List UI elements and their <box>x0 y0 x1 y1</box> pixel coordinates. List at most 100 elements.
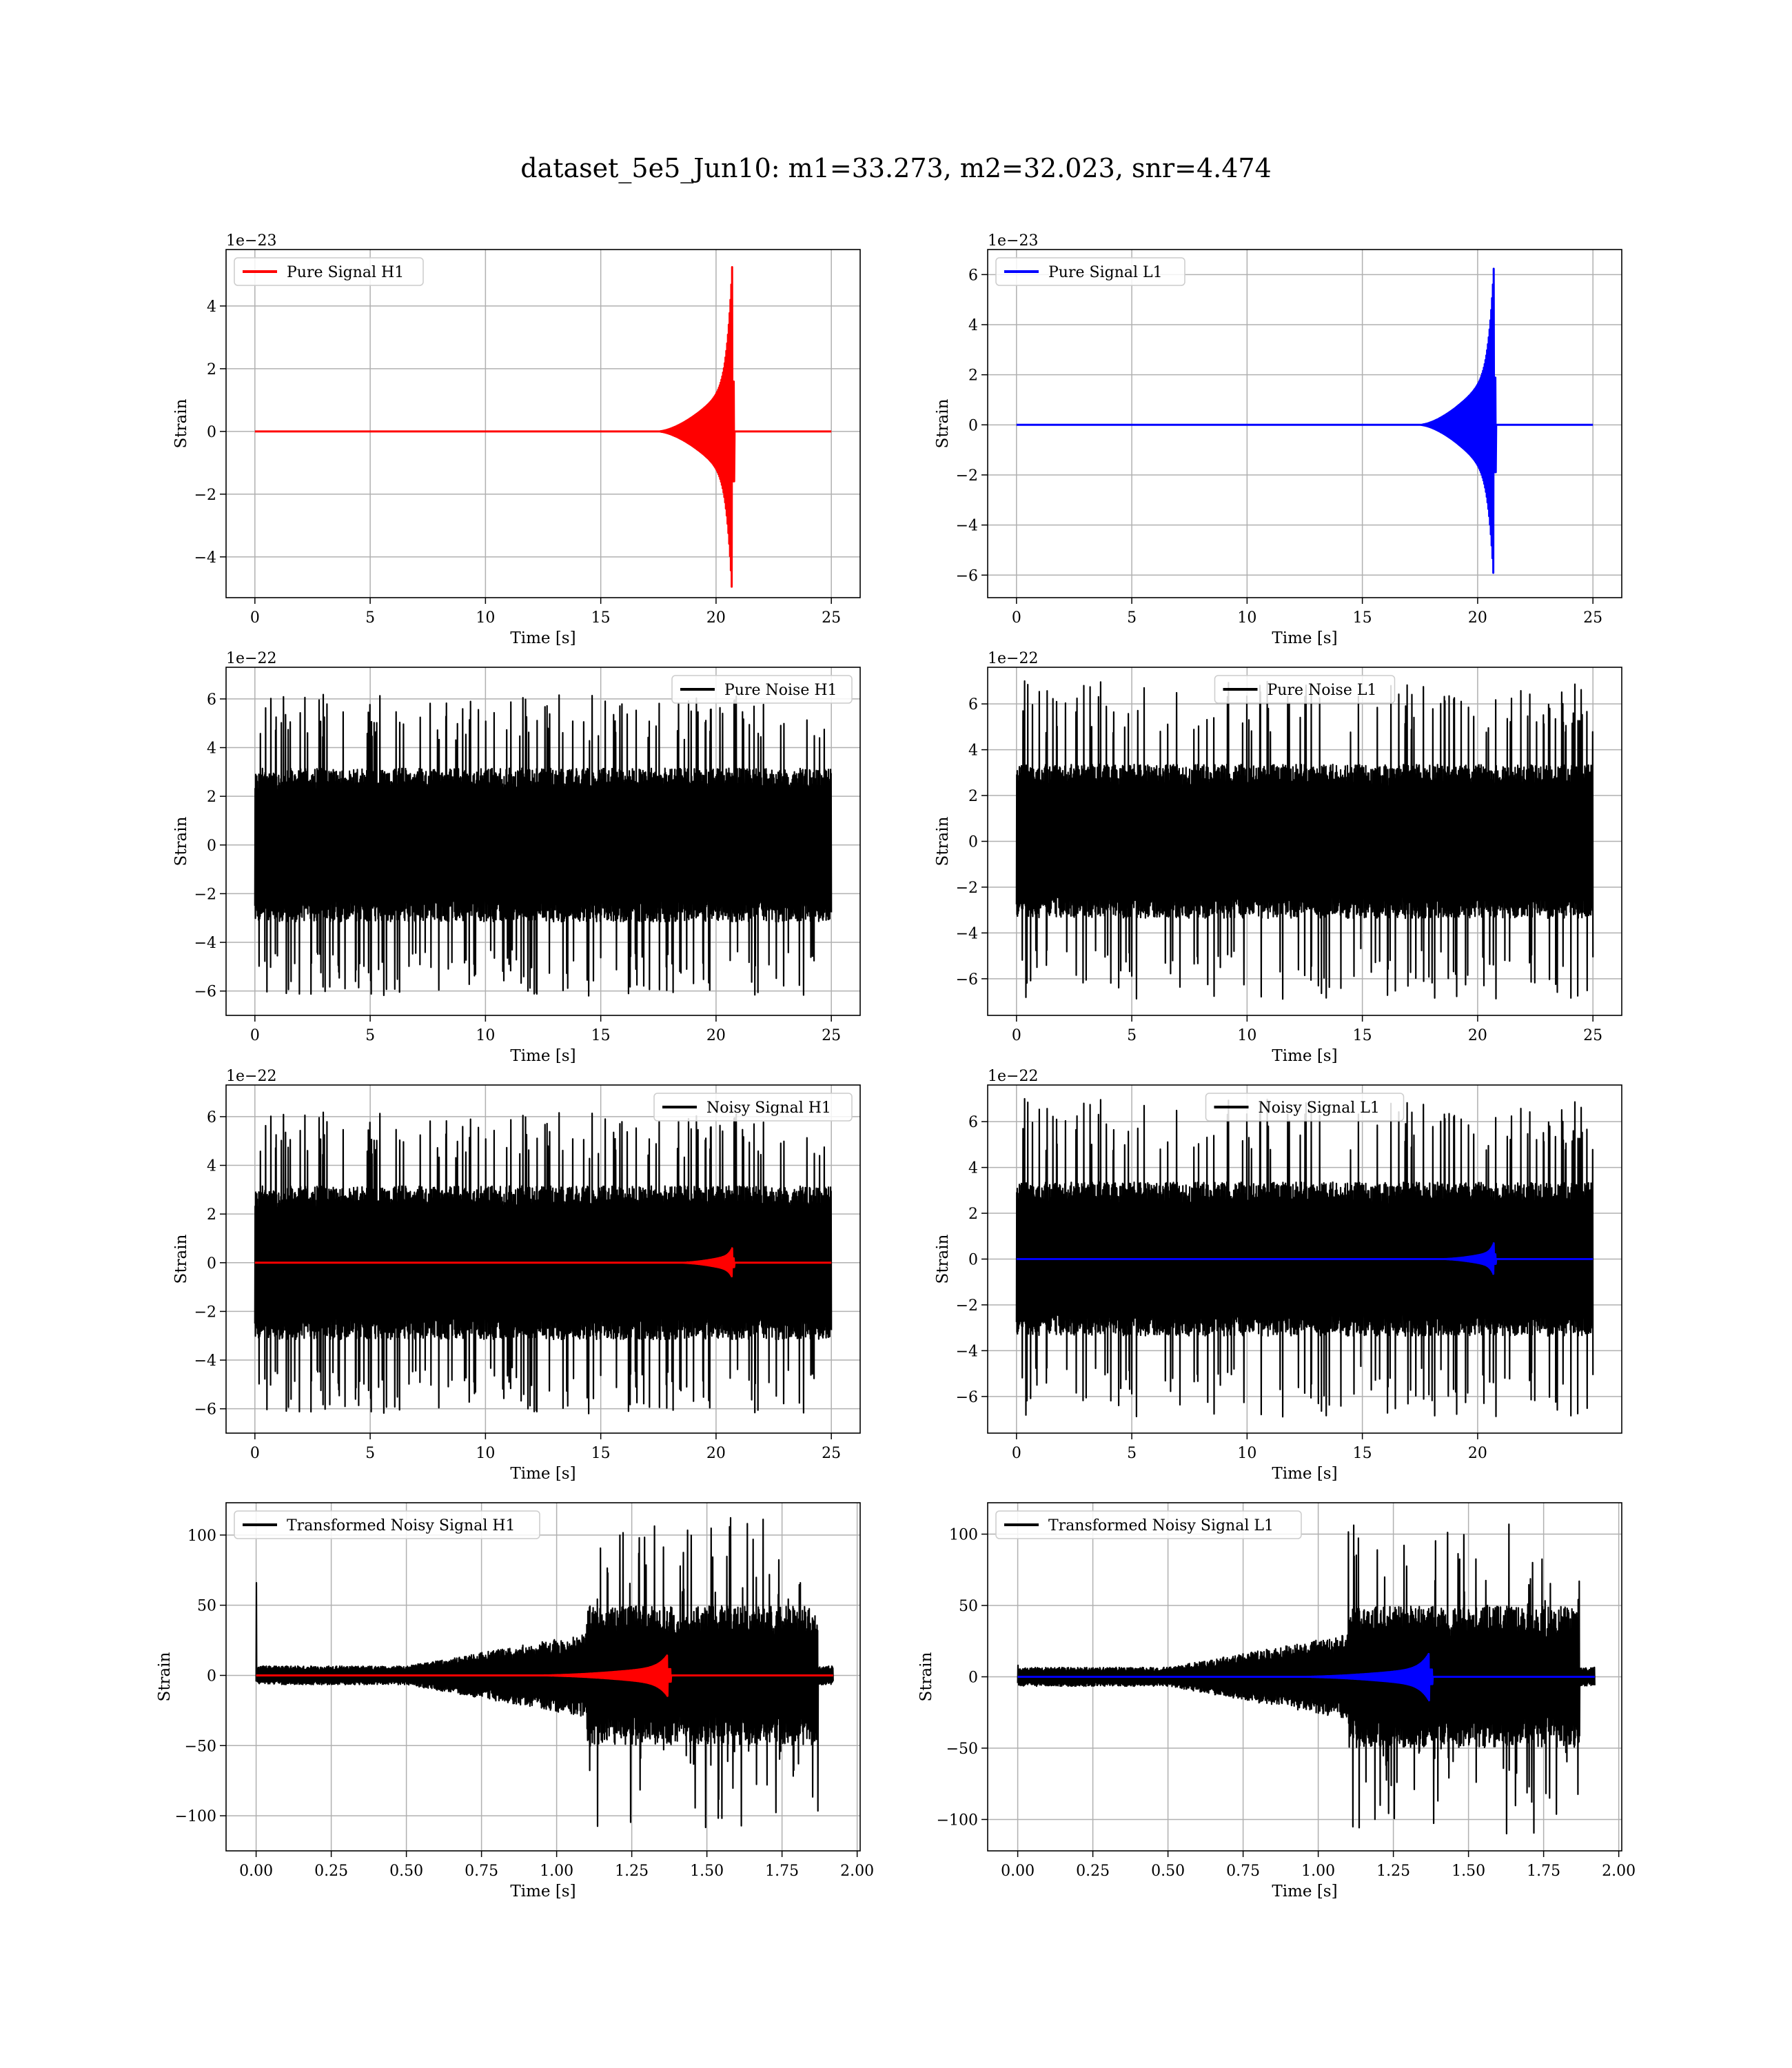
y-tick-label: 6 <box>968 1114 978 1131</box>
y-tick-label: −4 <box>194 1352 216 1370</box>
y-axis-label: Strain <box>934 1234 952 1284</box>
x-tick-label: 0 <box>250 1027 260 1044</box>
x-tick-label: 20 <box>1468 1445 1487 1462</box>
x-tick-label: 1.00 <box>540 1863 573 1880</box>
y-tick-label: 4 <box>968 317 978 334</box>
x-tick-label: 0.25 <box>314 1863 348 1880</box>
axes-frame <box>987 1502 1622 1852</box>
offset-label: 1e−22 <box>988 650 1038 667</box>
y-tick-label: −2 <box>956 467 978 485</box>
x-axis-label: Time [s] <box>1272 1883 1337 1900</box>
y-axis-label: Strain <box>917 1652 935 1701</box>
y-tick-label: 0 <box>968 417 978 434</box>
x-tick-label: 15 <box>591 1445 611 1462</box>
y-tick-label: 4 <box>968 742 978 760</box>
y-tick-label: 4 <box>968 1160 978 1177</box>
legend-box <box>671 675 853 704</box>
y-tick-label: 2 <box>968 1206 978 1223</box>
x-tick-label: 5 <box>365 609 375 627</box>
y-tick-label: −2 <box>194 1304 216 1321</box>
legend-box <box>1205 1093 1405 1122</box>
x-axis-label: Time [s] <box>1272 629 1337 647</box>
y-tick-label: −6 <box>956 1389 978 1406</box>
y-tick-label: −100 <box>175 1808 216 1825</box>
y-tick-label: −6 <box>956 567 978 585</box>
series-line <box>254 693 833 997</box>
chart-transformed-noisy-signal-h1: 0.00 0.25 0.50 0.75 1.00 1.25 1.50 1.75 2.00 −100… <box>156 1502 874 1900</box>
x-tick-label: 1.25 <box>615 1863 649 1880</box>
chart-noisy-signal-l1: 0 5 10 15 20 −6 −4 −2 0 2 4 6 Time [s] Strain 1e−22 Noi… <box>934 1068 1622 1483</box>
y-tick-label: 4 <box>207 298 216 316</box>
y-tick-label: 0 <box>968 1670 978 1687</box>
axes-frame <box>987 667 1622 1016</box>
y-tick-label: −2 <box>194 487 216 504</box>
chart-noisy-signal-h1: 0 5 10 15 20 25 −6 −4 −2 0 2 4 6 Time [s] Strain 1e−22 N… <box>172 1068 861 1483</box>
y-axis-label: Strain <box>156 1652 174 1701</box>
x-tick-label: 10 <box>476 609 495 627</box>
legend-label: Pure Signal L1 <box>1048 264 1163 281</box>
x-axis-label: Time [s] <box>1272 1465 1337 1483</box>
x-tick-label: 0.75 <box>465 1863 498 1880</box>
y-tick-label: 2 <box>207 789 216 806</box>
x-tick-label: 10 <box>476 1445 495 1462</box>
x-axis-label: Time [s] <box>510 1883 576 1900</box>
y-tick-label: −4 <box>194 935 216 952</box>
x-axis-label: Time [s] <box>510 1047 576 1065</box>
series-line <box>1017 1523 1596 1835</box>
x-tick-label: 15 <box>591 609 611 627</box>
y-tick-label: −50 <box>185 1738 216 1755</box>
x-tick-label: 25 <box>1583 1027 1602 1044</box>
x-axis-label: Time [s] <box>510 1465 576 1483</box>
series-line <box>255 1517 834 1829</box>
y-axis-label: Strain <box>172 816 190 866</box>
axes-frame <box>225 249 861 598</box>
series-line <box>1015 1097 1594 1418</box>
x-tick-label: 0.00 <box>239 1863 273 1880</box>
offset-label: 1e−22 <box>988 1068 1038 1085</box>
x-tick-label: 5 <box>365 1027 375 1044</box>
y-tick-label: 100 <box>949 1527 978 1544</box>
x-tick-label: 25 <box>822 609 841 627</box>
x-tick-label: 20 <box>1468 1027 1487 1044</box>
y-tick-label: −4 <box>956 925 978 942</box>
legend-label: Pure Signal H1 <box>287 264 404 281</box>
y-tick-label: 2 <box>968 788 978 805</box>
y-tick-label: 0 <box>968 1252 978 1269</box>
legend-label: Pure Noise H1 <box>724 682 837 699</box>
x-tick-label: 0.00 <box>1001 1863 1035 1880</box>
legend-box <box>653 1093 853 1122</box>
y-tick-label: 0 <box>207 1255 216 1273</box>
x-tick-label: 10 <box>1237 609 1256 627</box>
x-tick-label: 15 <box>1353 1027 1372 1044</box>
y-tick-label: 6 <box>207 1109 216 1126</box>
offset-label: 1e−22 <box>226 650 276 667</box>
x-tick-label: 25 <box>822 1027 841 1044</box>
x-tick-label: 1.75 <box>765 1863 799 1880</box>
y-tick-label: −4 <box>956 1343 978 1360</box>
x-tick-label: 2.00 <box>840 1863 874 1880</box>
axes-frame <box>225 1084 861 1434</box>
chart-pure-noise-l1: 0 5 10 15 20 25 −6 −4 −2 0 2 4 6 Time [s] Strain 1e−22 P… <box>934 650 1622 1065</box>
series-line <box>254 266 833 588</box>
legend-label: Noisy Signal L1 <box>1259 1099 1380 1117</box>
y-axis-label: Strain <box>934 398 952 448</box>
x-tick-label: 5 <box>1127 1027 1137 1044</box>
series-line <box>255 1654 834 1697</box>
x-tick-label: 0.75 <box>1226 1863 1260 1880</box>
x-tick-label: 5 <box>1127 609 1137 627</box>
y-tick-label: 6 <box>968 696 978 713</box>
chart-pure-noise-h1: 0 5 10 15 20 25 −6 −4 −2 0 2 4 6 Time [s] Strain 1e−22 P… <box>172 650 861 1065</box>
y-tick-label: 0 <box>207 838 216 855</box>
x-tick-label: 1.75 <box>1527 1863 1560 1880</box>
x-tick-label: 20 <box>706 1445 726 1462</box>
y-tick-label: −6 <box>194 984 216 1001</box>
x-tick-label: 0.50 <box>1151 1863 1185 1880</box>
legend-label: Noisy Signal H1 <box>706 1099 831 1117</box>
x-tick-label: 10 <box>1237 1445 1256 1462</box>
y-tick-label: −2 <box>956 1297 978 1315</box>
x-tick-label: 15 <box>591 1027 611 1044</box>
y-tick-label: −4 <box>194 549 216 567</box>
y-tick-label: −2 <box>956 880 978 897</box>
x-tick-label: 20 <box>706 1027 726 1044</box>
